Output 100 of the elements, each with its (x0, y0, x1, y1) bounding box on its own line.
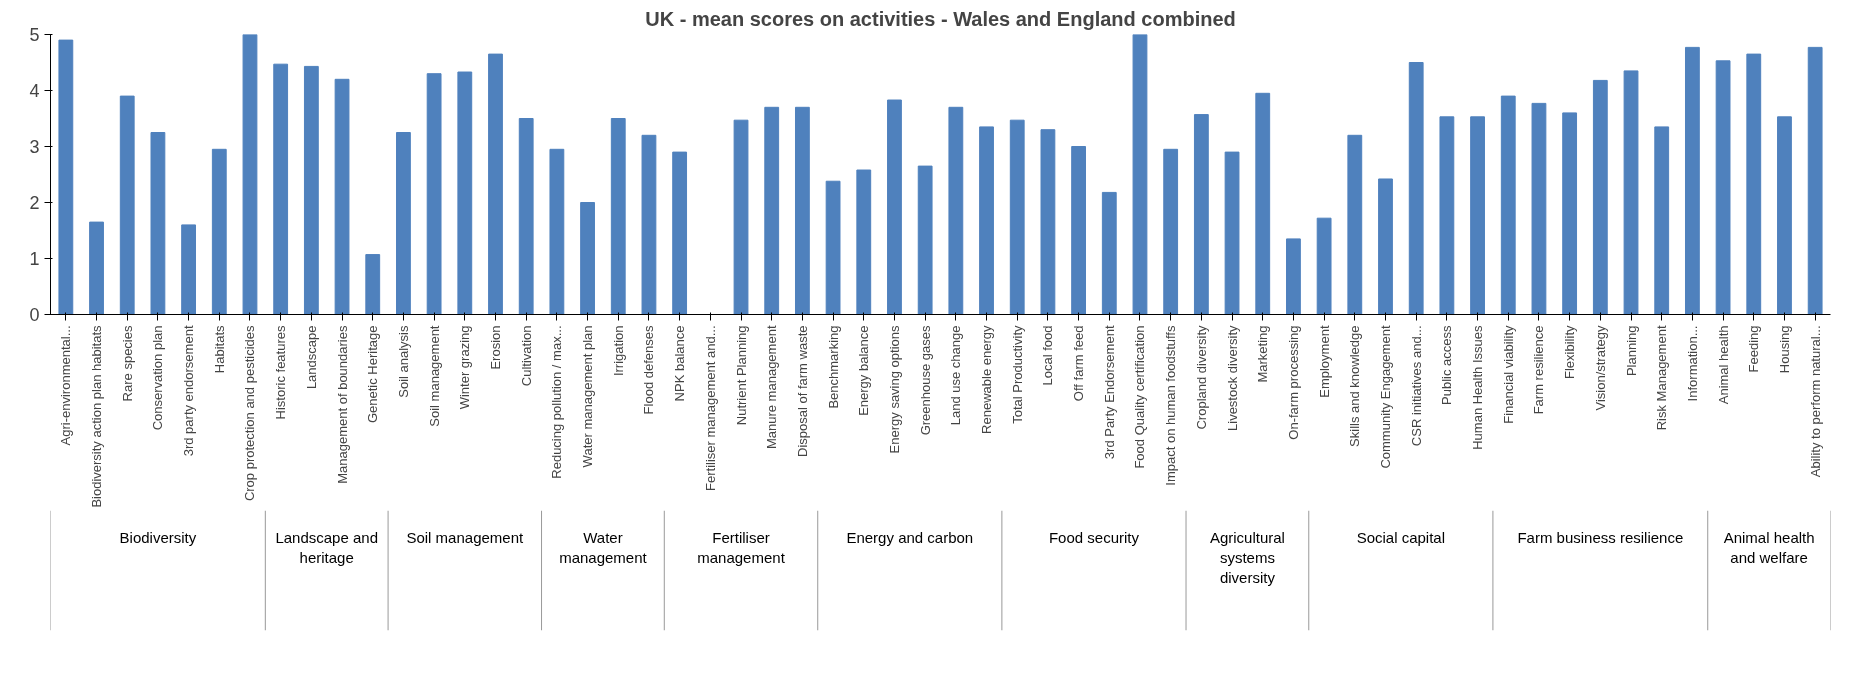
bar (1470, 116, 1485, 315)
x-tick-label: Community Engagement (1378, 325, 1393, 469)
bar (887, 99, 902, 315)
bar (1071, 146, 1087, 315)
x-tick-label: Rare species (119, 325, 135, 402)
bar (150, 132, 166, 315)
x-tick-label: Livestock diversity (1224, 325, 1240, 431)
bar (211, 148, 227, 315)
x-tick-label: Skills and knowledge (1347, 325, 1363, 447)
bar (1684, 46, 1700, 315)
bar (764, 106, 780, 315)
bar (488, 53, 503, 315)
y-tick-label: 0 (29, 305, 40, 325)
y-tick-label: 2 (29, 193, 40, 213)
x-tick-label: Erosion (488, 325, 503, 370)
x-tick-label: Landscape (303, 325, 319, 390)
bar (1623, 70, 1639, 315)
bar (365, 254, 381, 315)
text: Animal health and welfare (1723, 528, 1815, 566)
text: Landscape and heritage (275, 528, 379, 566)
x-tick-label: Risk Management (1654, 325, 1670, 431)
y-tick-label: 1 (29, 249, 40, 269)
x-tick-label: Manure management (764, 325, 780, 450)
bar (1531, 102, 1547, 315)
x-tick-label: 3rd party endorsement (181, 325, 197, 457)
x-tick-label: Irrigation (610, 325, 626, 377)
bar (979, 126, 994, 315)
bar (457, 71, 473, 315)
bar (1746, 53, 1762, 315)
x-tick-label: Land use change (948, 325, 964, 426)
text: Energy and carbon (846, 528, 974, 546)
bar (917, 165, 933, 315)
y-tick-label: 4 (29, 81, 40, 101)
x-tick-label: Vision/strategy (1592, 325, 1608, 411)
x-tick-label: NPK balance (672, 325, 688, 402)
x-tick-label: Disposal of farm waste (794, 325, 810, 457)
y-tick-label: 3 (29, 137, 40, 157)
bar (733, 119, 749, 315)
bar (303, 65, 319, 315)
x-tick-label: Conservation plan (150, 325, 166, 431)
y-tick-label: 5 (29, 25, 40, 45)
x-tick-label: Off farm feed (1071, 325, 1087, 402)
x-tick-label: Cultivation (518, 325, 534, 387)
x-tick-label: Soil management (426, 325, 442, 427)
bar (1562, 112, 1578, 315)
bar (948, 106, 964, 315)
x-tick-label: Impact on human foodstuffs (1163, 325, 1179, 486)
bar (580, 202, 595, 315)
text: Food security (1048, 528, 1140, 546)
x-tick-label: Planning (1623, 325, 1639, 377)
x-tick-label: Information... (1684, 325, 1700, 402)
x-tick-label: Winter grazing (457, 325, 473, 410)
bar (181, 224, 197, 315)
x-tick-label: Habitats (211, 325, 227, 374)
x-tick-label: Employment (1316, 325, 1332, 398)
bar (119, 95, 135, 315)
x-tick-label: Greenhouse gases (917, 325, 933, 436)
x-tick-label: Biodiversity action plan habitats (89, 325, 105, 508)
x-tick-label: Energy balance (856, 325, 872, 416)
bar (1163, 148, 1179, 315)
text: Soil management (406, 528, 525, 546)
bar (1715, 60, 1731, 315)
x-tick-label: Energy saving options (886, 325, 902, 454)
chart-title: UK - mean scores on activities - Wales and England combined (645, 7, 1236, 30)
x-tick-label: Financial viability (1500, 325, 1516, 424)
x-tick-label: Management of boundaries (334, 325, 350, 484)
bar (1193, 114, 1209, 315)
bar (242, 34, 258, 315)
x-tick-label: Historic features (273, 325, 289, 420)
bar (1347, 134, 1363, 315)
x-tick-label: Animal health (1715, 325, 1731, 405)
x-tick-label: Total Productivity (1009, 325, 1025, 424)
x-tick-label: Fertiliser management and... (702, 325, 718, 491)
x-tick-label: Ability to perform natural... (1807, 325, 1823, 478)
x-tick-label: Local food (1040, 325, 1056, 386)
bar (273, 63, 289, 315)
x-tick-label: On-farm processing (1285, 325, 1301, 440)
bar (334, 78, 350, 315)
bar (1224, 151, 1240, 315)
bar (1255, 92, 1271, 315)
x-tick-label: Agri-environmental... (58, 325, 74, 446)
x-tick-label: Flexibility (1562, 325, 1578, 379)
x-tick-label: Crop protection and pesticides (242, 325, 258, 502)
text: Biodiversity (119, 528, 197, 546)
bar (1286, 238, 1301, 315)
x-tick-label: Genetic Heritage (365, 325, 381, 424)
x-tick-label: CSR initiatives and... (1408, 325, 1424, 447)
bar (1132, 34, 1148, 315)
x-tick-label: Housing (1776, 325, 1792, 374)
x-tick-label: Public access (1439, 325, 1455, 405)
bar (426, 73, 442, 315)
text: Social capital (1356, 528, 1446, 546)
x-tick-label: Benchmarking (825, 325, 841, 409)
bar (825, 180, 841, 315)
bar (518, 118, 534, 315)
bar (1009, 119, 1025, 315)
x-tick-label: Renewable energy (979, 325, 995, 434)
x-tick-label: Soil analysis (395, 325, 411, 398)
x-tick-label: Farm resilience (1531, 325, 1547, 415)
bar (1040, 129, 1056, 315)
